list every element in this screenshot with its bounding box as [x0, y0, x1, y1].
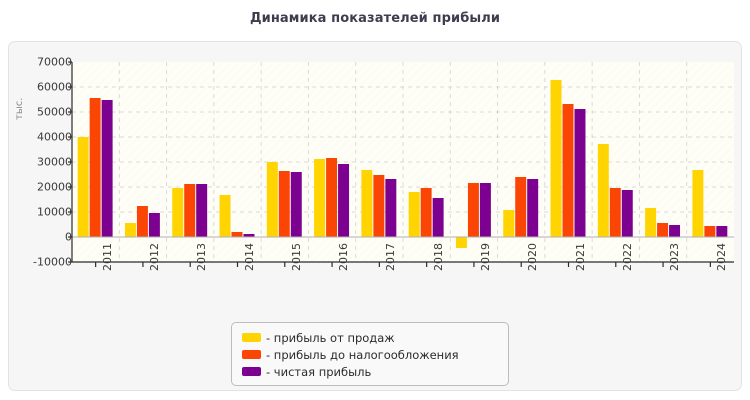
bar-2022-series-3 [621, 190, 633, 237]
x-tick-label-2022: 2022 [620, 243, 634, 271]
legend-label: - прибыль до налогообложения [266, 347, 459, 362]
x-tick-label-2013: 2013 [195, 243, 209, 271]
bar-2023-series-2 [657, 223, 669, 237]
bar-2012-series-3 [148, 213, 160, 237]
bar-2022-series-1 [597, 144, 609, 237]
legend-label: - чистая прибыль [266, 364, 372, 379]
bar-2016-series-3 [338, 164, 350, 237]
x-tick-label-2017: 2017 [384, 243, 398, 271]
bar-2019-series-1 [455, 237, 467, 248]
bar-2017-series-3 [385, 179, 397, 237]
bar-2011-series-3 [101, 100, 113, 237]
bar-2017-series-1 [361, 170, 373, 237]
x-tick-label-2011: 2011 [100, 243, 114, 271]
y-tick-label: 70000 [37, 55, 72, 69]
bar-2014-series-2 [231, 232, 243, 237]
page-title: Динамика показателей прибыли [249, 11, 501, 26]
x-tick-label-2016: 2016 [337, 243, 351, 271]
bar-2020-series-1 [503, 210, 515, 237]
x-tick-label-2015: 2015 [289, 243, 303, 271]
bar-2024-series-3 [716, 226, 728, 237]
legend-swatch-icon [242, 367, 261, 376]
bar-2024-series-2 [704, 226, 716, 237]
bar-2015-series-1 [266, 162, 278, 237]
y-tick-label: 30000 [37, 155, 72, 169]
bar-2015-series-3 [290, 172, 302, 237]
y-tick-label: 0 [65, 230, 72, 244]
x-tick-label-2024: 2024 [715, 243, 729, 271]
bar-2013-series-2 [184, 184, 196, 237]
bar-2019-series-2 [467, 183, 479, 237]
bar-2020-series-3 [527, 179, 539, 237]
y-tick-label: 20000 [37, 180, 72, 194]
x-tick-label-2020: 2020 [526, 243, 540, 271]
legend-swatch-icon [242, 333, 261, 342]
bar-2021-series-2 [562, 104, 574, 237]
bar-2014-series-3 [243, 234, 255, 237]
chart-legend: - прибыль от продаж - прибыль до налогооб… [231, 322, 509, 386]
bar-2019-series-3 [479, 183, 491, 237]
bar-2024-series-1 [692, 170, 704, 237]
bar-2016-series-1 [314, 159, 326, 237]
bar-2018-series-2 [420, 188, 432, 237]
bar-2021-series-1 [550, 80, 562, 237]
y-tick-label: -10000 [33, 255, 72, 269]
y-tick-label: 40000 [37, 130, 72, 144]
bar-2015-series-2 [278, 171, 290, 237]
bar-2023-series-3 [669, 225, 681, 237]
legend-item-2[interactable]: - прибыль до налогообложения [242, 346, 498, 363]
y-tick-label: 50000 [37, 105, 72, 119]
bar-2011-series-1 [77, 137, 89, 237]
legend-item-1[interactable]: - прибыль от продаж [242, 329, 498, 346]
bar-2018-series-3 [432, 198, 444, 237]
bar-2014-series-1 [219, 195, 231, 237]
bar-2021-series-3 [574, 109, 586, 237]
legend-swatch-icon [242, 350, 261, 359]
y-axis-ticks: 70000 60000 50000 40000 30000 20000 10000 0 -100… [10, 0, 72, 400]
bar-2013-series-1 [172, 188, 184, 237]
bar-2012-series-1 [124, 223, 136, 237]
x-tick-label-2014: 2014 [242, 243, 256, 271]
legend-label: - прибыль от продаж [266, 330, 395, 345]
bar-2017-series-2 [373, 175, 385, 237]
x-tick-label-2019: 2019 [478, 243, 492, 271]
bar-2013-series-3 [196, 184, 208, 237]
bar-2016-series-2 [326, 158, 338, 237]
x-tick-label-2023: 2023 [668, 243, 682, 271]
x-tick-label-2021: 2021 [573, 243, 587, 271]
y-tick-label: 60000 [37, 80, 72, 94]
y-tick-label: 10000 [37, 205, 72, 219]
x-tick-label-2012: 2012 [147, 243, 161, 271]
bar-2011-series-2 [89, 98, 101, 237]
bar-2022-series-2 [609, 188, 621, 237]
bar-2012-series-2 [136, 206, 148, 237]
legend-item-3[interactable]: - чистая прибыль [242, 363, 498, 380]
x-tick-label-2018: 2018 [431, 243, 445, 271]
bar-2023-series-1 [645, 208, 657, 237]
bar-2018-series-1 [408, 192, 420, 237]
bar-2020-series-2 [515, 177, 527, 237]
